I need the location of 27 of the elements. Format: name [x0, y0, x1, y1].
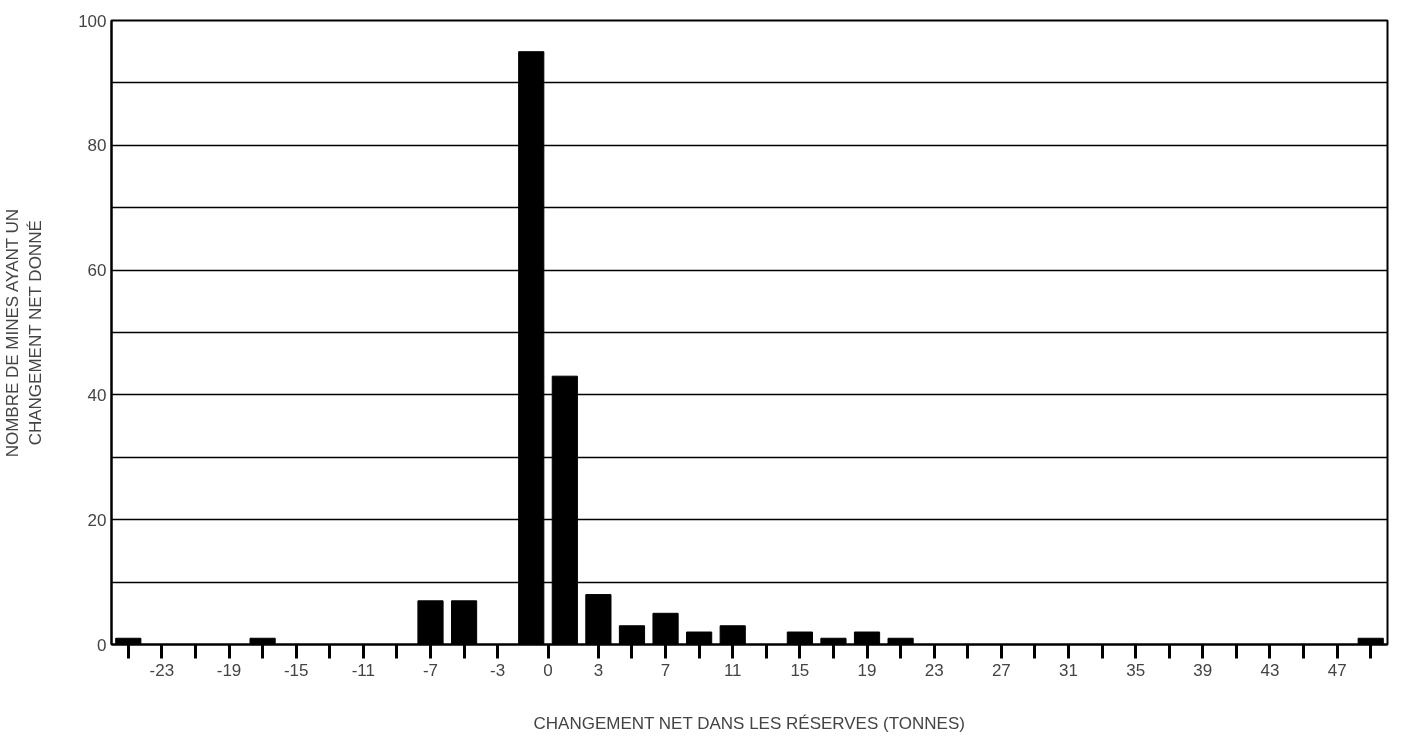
- y-tick-label: 20: [87, 510, 107, 530]
- x-tick-label: 47: [1327, 660, 1347, 680]
- x-tick-label: -19: [216, 660, 242, 680]
- x-tick-label: -3: [490, 660, 506, 680]
- x-tick-label: 31: [1059, 660, 1078, 680]
- x-tick-label: 0: [543, 660, 553, 680]
- x-tick-label: 7: [660, 660, 671, 680]
- x-tick-label: 3: [593, 660, 604, 680]
- x-axis-title: CHANGEMENT NET DANS LES RÉSERVES (TONNES): [533, 713, 965, 733]
- x-tick-label: -23: [149, 660, 175, 680]
- y-tick-label: 80: [87, 136, 107, 156]
- x-tick-label: -7: [422, 660, 439, 680]
- x-tick-label: 11: [723, 660, 742, 680]
- y-tick-label: 0: [97, 635, 107, 655]
- x-tick-label: 35: [1126, 660, 1146, 680]
- y-tick-label: 60: [87, 261, 107, 281]
- y-axis-title: NOMBRE DE MINES AYANT UN CHANGEMENT NET DONNÉ: [3, 208, 46, 458]
- x-tick-label: 19: [857, 660, 877, 680]
- y-tick-label: 100: [78, 11, 107, 31]
- x-tick-label: -11: [351, 660, 375, 680]
- x-tick-label: 23: [924, 660, 944, 680]
- x-tick-label: 27: [991, 660, 1011, 680]
- x-tick-label: 43: [1260, 660, 1280, 680]
- x-tick-label: -15: [283, 660, 309, 680]
- x-tick-label: 39: [1193, 660, 1213, 680]
- x-tick-label: 15: [790, 660, 810, 680]
- y-tick-label: 40: [87, 385, 107, 405]
